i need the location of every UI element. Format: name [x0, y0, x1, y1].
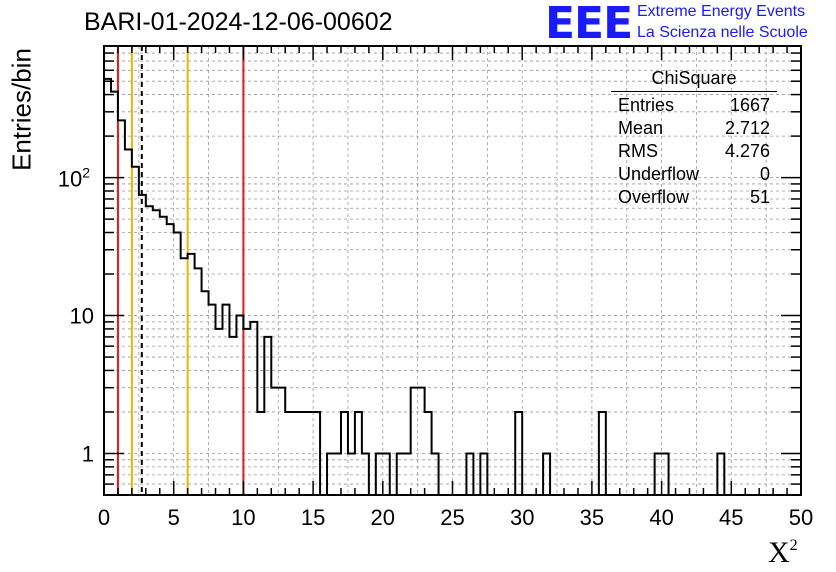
x-tick-label: 45	[719, 505, 743, 530]
stats-row-overflow: Overflow 51	[611, 186, 777, 209]
x-tick-label: 35	[580, 505, 604, 530]
x-tick-label: 15	[301, 505, 325, 530]
x-tick-label: 10	[231, 505, 255, 530]
y-tick-label: 10	[70, 304, 94, 329]
x-tick-label: 5	[168, 505, 180, 530]
x-tick-label: 30	[510, 505, 534, 530]
x-tick-labels: 0 5 10 15 20 25 30 35 40 45 50	[98, 505, 813, 530]
stats-box: ChiSquare Entries 1667 Mean 2.712 RMS 4.276…	[611, 68, 777, 209]
page-title: BARI-01-2024-12-06-00602	[84, 8, 393, 36]
logo-line-2: La Scienza nelle Scuole	[637, 24, 808, 41]
logo-line-1: Extreme Energy Events	[637, 3, 806, 20]
reference-lines	[116, 46, 245, 495]
y-tick-labels: 1 10 102	[58, 165, 94, 467]
histogram-series	[104, 77, 732, 496]
y-tick-label: 102	[58, 165, 90, 192]
stats-row-entries: Entries 1667	[611, 94, 777, 117]
x-tick-label: 40	[649, 505, 673, 530]
axis-ticks	[103, 46, 802, 495]
stats-row-rms: RMS 4.276	[611, 140, 777, 163]
stats-title: ChiSquare	[611, 68, 777, 92]
stats-value: 4.276	[724, 141, 770, 161]
stats-label: Mean	[618, 118, 664, 138]
eee-logo: EEE	[545, 0, 633, 49]
stats-row-underflow: Underflow 0	[611, 163, 777, 186]
y-axis-label: Entries/bin	[6, 48, 37, 171]
x-axis-label: X2	[768, 536, 798, 570]
x-tick-label: 20	[371, 505, 395, 530]
stats-value: 0	[759, 164, 770, 184]
stats-label: Entries	[618, 95, 675, 115]
x-tick-label: 25	[440, 505, 464, 530]
stats-value: 2.712	[724, 118, 770, 138]
stats-label: RMS	[618, 141, 658, 161]
x-axis-label-base: X	[768, 536, 790, 569]
stats-row-mean: Mean 2.712	[611, 117, 777, 140]
x-axis-label-sup: 2	[789, 537, 798, 554]
stats-value: 1667	[729, 95, 770, 115]
x-tick-label: 50	[789, 505, 813, 530]
stats-label: Overflow	[618, 187, 690, 207]
y-tick-label: 1	[82, 441, 94, 466]
stats-label: Underflow	[618, 164, 700, 184]
stats-value: 51	[749, 187, 770, 207]
x-tick-label: 0	[98, 505, 110, 530]
